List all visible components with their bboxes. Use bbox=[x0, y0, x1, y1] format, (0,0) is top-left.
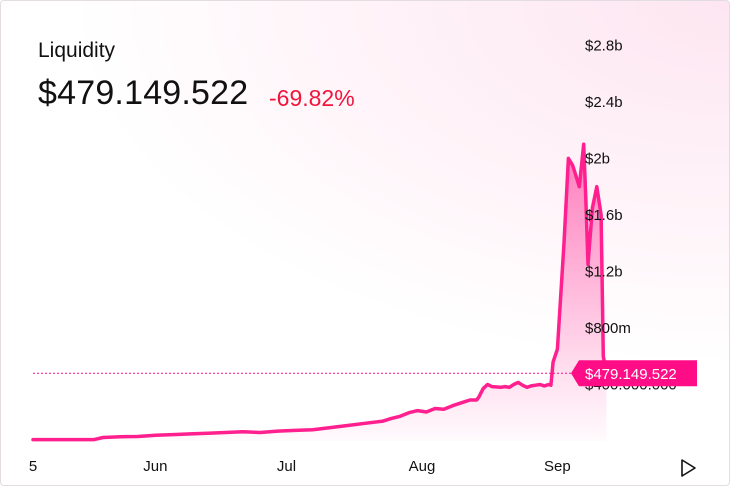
series-area-0 bbox=[33, 144, 607, 442]
current-price-marker: $479.149.522 bbox=[33, 360, 697, 387]
metric-change: -69.82% bbox=[269, 85, 355, 111]
metric-value: $479.149.522 bbox=[38, 74, 249, 112]
play-button[interactable] bbox=[677, 457, 699, 479]
area-layer bbox=[33, 144, 607, 442]
metric-label: Liquidity bbox=[38, 39, 116, 62]
current-value-label: $479.149.522 bbox=[585, 366, 677, 383]
y-tick-label: $1.2b bbox=[585, 263, 623, 280]
x-tick-label: Jun bbox=[143, 458, 167, 475]
x-axis: 5 Jun Jul Aug Sep bbox=[29, 458, 571, 475]
x-tick-label: 5 bbox=[29, 458, 37, 475]
current-value-tag bbox=[571, 360, 697, 387]
y-axis: $400.000.000$800m$1.2b$1.6b$2b$2.4b$2.8b bbox=[585, 37, 677, 393]
x-tick-label: Sep bbox=[544, 458, 571, 475]
y-tick-label: $800m bbox=[585, 320, 631, 337]
y-tick-label: $2.8b bbox=[585, 37, 623, 54]
y-tick-label: $2.4b bbox=[585, 94, 623, 111]
x-tick-label: Jul bbox=[277, 458, 296, 475]
x-tick-label: Aug bbox=[409, 458, 436, 475]
series-line-0 bbox=[31, 142, 609, 442]
y-tick-label: $1.6b bbox=[585, 207, 623, 224]
play-triangle-icon[interactable] bbox=[677, 457, 699, 479]
line-layer bbox=[31, 142, 609, 442]
y-tick-label: $2b bbox=[585, 150, 610, 167]
